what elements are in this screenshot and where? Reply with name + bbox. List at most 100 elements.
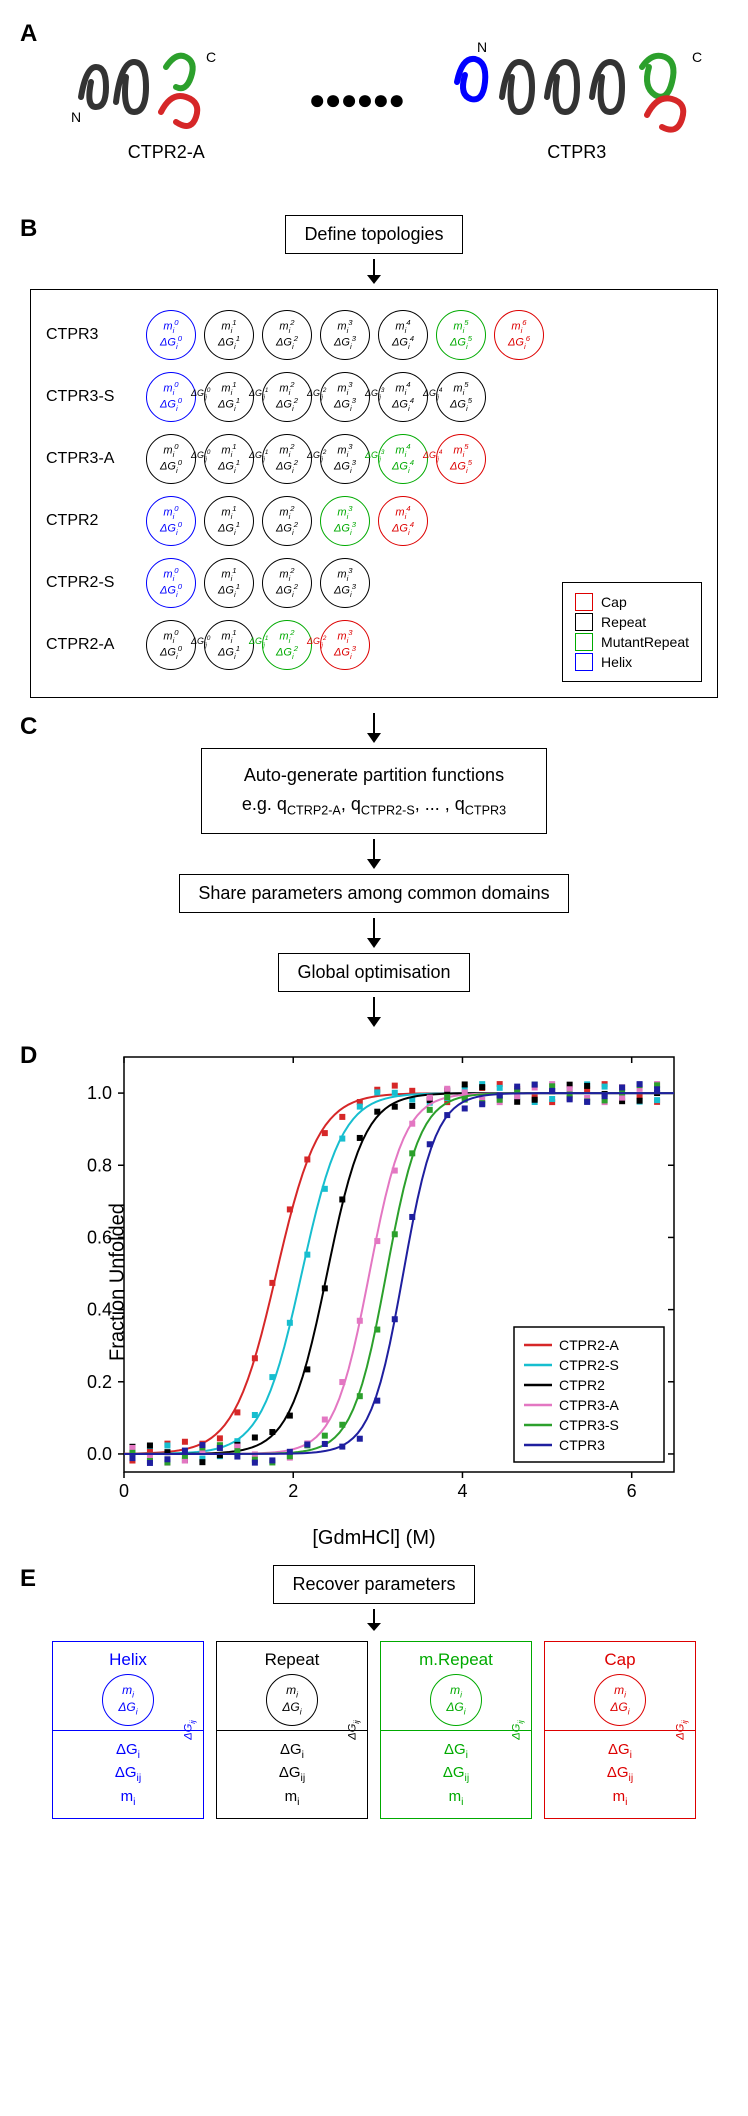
param-box: RepeatmiΔGiΔGijΔGiΔGijmi: [216, 1641, 368, 1819]
arrow-c2: [20, 918, 728, 948]
svg-text:2: 2: [288, 1481, 298, 1501]
param-title: m.Repeat: [385, 1650, 527, 1670]
edge-label: ΔGij4: [423, 449, 442, 463]
topology-node: mi0ΔGi0: [146, 310, 196, 360]
topology-node: mi3ΔGi3ΔGij2: [320, 372, 370, 422]
topology-node: mi1ΔGi1ΔGij0: [204, 372, 254, 422]
x-axis-label: [GdmHCl] (M): [20, 1527, 728, 1550]
param-side: ΔGij: [510, 1720, 524, 1739]
svg-text:1.0: 1.0: [87, 1083, 112, 1103]
topology-node: mi3ΔGi3ΔGij2: [320, 434, 370, 484]
param-side: ΔGij: [182, 1720, 196, 1739]
legend-label: Cap: [601, 594, 627, 610]
param-top: HelixmiΔGiΔGij: [53, 1642, 203, 1731]
param-bottom: ΔGiΔGijmi: [381, 1731, 531, 1818]
topology-row-label: CTPR2-S: [46, 574, 146, 592]
param-box: m.RepeatmiΔGiΔGijΔGiΔGijmi: [380, 1641, 532, 1819]
legend-b-item: MutantRepeat: [575, 633, 689, 651]
topology-row: CTPR3mi0ΔGi0mi1ΔGi1mi2ΔGi2mi3ΔGi3mi4ΔGi4…: [46, 310, 702, 360]
topology-node: mi0ΔGi0: [146, 434, 196, 484]
define-topologies-box: Define topologies: [285, 215, 462, 254]
topology-node: mi4ΔGi4ΔGij3: [378, 434, 428, 484]
define-topologies-box-wrap: Define topologies: [20, 215, 728, 254]
topology-nodes: mi0ΔGi0mi1ΔGi1ΔGij0mi2ΔGi2ΔGij1mi3ΔGi3ΔG…: [146, 434, 486, 484]
legend-b: Cap Repeat MutantRepeat Helix: [562, 582, 702, 682]
edge-label: ΔGij1: [249, 449, 268, 463]
param-box: CapmiΔGiΔGijΔGiΔGijmi: [544, 1641, 696, 1819]
ribbon-right: N C: [447, 37, 707, 137]
topology-node: mi4ΔGi4: [378, 496, 428, 546]
topology-node: mi3ΔGi3: [320, 496, 370, 546]
legend-b-item: Repeat: [575, 613, 689, 631]
n-terminus-left: N: [71, 109, 81, 125]
edge-label: ΔGij4: [423, 387, 442, 401]
legend-swatch: [575, 593, 593, 611]
topology-node: mi4ΔGi4ΔGij3: [378, 372, 428, 422]
panel-c-label: C: [20, 713, 37, 741]
topology-row: CTPR3-Smi0ΔGi0mi1ΔGi1ΔGij0mi2ΔGi2ΔGij1mi…: [46, 372, 702, 422]
recover-box: Recover parameters: [273, 1565, 474, 1604]
svg-text:6: 6: [627, 1481, 637, 1501]
topology-node: mi2ΔGi2: [262, 310, 312, 360]
ribbon-left: N C: [66, 37, 266, 137]
n-terminus-right: N: [477, 39, 487, 55]
topology-node: mi3ΔGi3ΔGij2: [320, 620, 370, 670]
panel-d-label: D: [20, 1042, 37, 1070]
topology-nodes: mi0ΔGi0mi1ΔGi1mi2ΔGi2mi3ΔGi3mi4ΔGi4mi5ΔG…: [146, 310, 544, 360]
svg-text:0.0: 0.0: [87, 1443, 112, 1463]
topology-node: mi2ΔGi2: [262, 496, 312, 546]
panel-b-label: B: [20, 215, 37, 243]
topology-box: CTPR3mi0ΔGi0mi1ΔGi1mi2ΔGi2mi3ΔGi3mi4ΔGi4…: [30, 289, 718, 698]
arrow-c1: [20, 839, 728, 869]
panel-d: D Fraction Unfolded 02460.00.20.40.60.81…: [20, 1042, 728, 1550]
topology-node: mi0ΔGi0: [146, 372, 196, 422]
ribbon-right-svg: N C: [447, 37, 707, 137]
box-partition-line1: Auto-generate partition functions: [242, 761, 506, 790]
param-bottom: ΔGiΔGijmi: [217, 1731, 367, 1818]
topology-node: mi5ΔGi5ΔGij4: [436, 372, 486, 422]
protein-left: N C CTPR2-A: [66, 37, 266, 163]
topology-node: mi4ΔGi4: [378, 310, 428, 360]
param-bottom: ΔGiΔGijmi: [545, 1731, 695, 1818]
c-terminus-right: C: [692, 49, 702, 65]
svg-text:CTPR2: CTPR2: [559, 1377, 605, 1393]
svg-text:CTPR3-A: CTPR3-A: [559, 1397, 620, 1413]
panel-e: E Recover parameters HelixmiΔGiΔGijΔGiΔG…: [20, 1565, 728, 1819]
legend-label: Helix: [601, 654, 632, 670]
param-top: m.RepeatmiΔGiΔGij: [381, 1642, 531, 1731]
topology-row-label: CTPR3-S: [46, 388, 146, 406]
param-bottom: ΔGiΔGijmi: [53, 1731, 203, 1818]
topology-row-label: CTPR2: [46, 512, 146, 530]
svg-text:0.2: 0.2: [87, 1371, 112, 1391]
panel-c: C Auto-generate partition functions e.g.…: [20, 713, 728, 1027]
panel-e-label: E: [20, 1565, 36, 1593]
svg-text:0.8: 0.8: [87, 1155, 112, 1175]
box-partition: Auto-generate partition functions e.g. q…: [20, 748, 728, 834]
topology-node: mi1ΔGi1ΔGij0: [204, 620, 254, 670]
chart-container: Fraction Unfolded 02460.00.20.40.60.81.0…: [54, 1042, 694, 1522]
panel-a-label: A: [20, 20, 37, 48]
topology-row-label: CTPR3: [46, 326, 146, 344]
box-global: Global optimisation: [20, 953, 728, 992]
legend-label: MutantRepeat: [601, 634, 689, 650]
edge-label: ΔGij2: [307, 449, 326, 463]
box-partition-inner: Auto-generate partition functions e.g. q…: [201, 748, 547, 834]
param-top: CapmiΔGiΔGij: [545, 1642, 695, 1731]
edge-label: ΔGij0: [191, 635, 210, 649]
svg-text:CTPR2-S: CTPR2-S: [559, 1357, 619, 1373]
edge-label: ΔGij2: [307, 635, 326, 649]
svg-text:4: 4: [457, 1481, 467, 1501]
ribbon-left-svg: N C: [66, 37, 266, 137]
param-title: Cap: [549, 1650, 691, 1670]
param-side: ΔGij: [674, 1720, 688, 1739]
topology-node: mi5ΔGi5: [436, 310, 486, 360]
topology-node: mi0ΔGi0: [146, 496, 196, 546]
protein-right-name: CTPR3: [547, 142, 606, 163]
arrow-c0: [20, 713, 728, 743]
edge-label: ΔGij0: [191, 387, 210, 401]
topology-node: mi3ΔGi3: [320, 558, 370, 608]
topology-node: mi1ΔGi1ΔGij0: [204, 434, 254, 484]
edge-label: ΔGij3: [365, 387, 384, 401]
arrow-b: [20, 259, 728, 284]
structures-row: N C CTPR2-A ●●●●●●: [20, 20, 728, 180]
